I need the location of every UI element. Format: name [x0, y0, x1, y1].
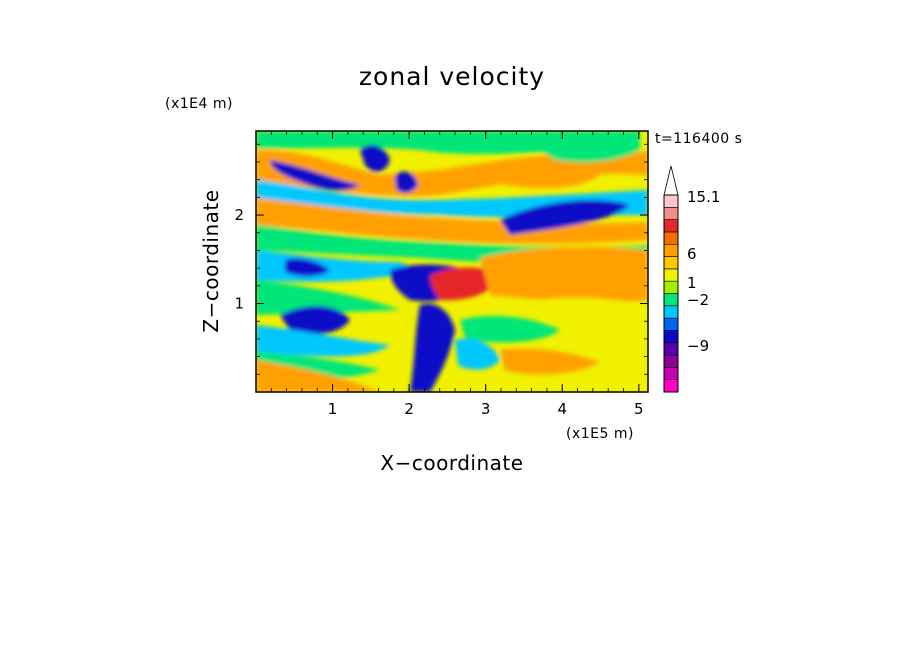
- band: [285, 258, 330, 277]
- y-axis-label: Z−coordinate: [199, 189, 223, 332]
- colorbar-swatch: [663, 194, 679, 208]
- band: [256, 280, 400, 315]
- colorbar-extend-arrow: [663, 165, 679, 196]
- x-tick-label: 3: [481, 400, 491, 418]
- band: [500, 348, 600, 375]
- band: [410, 303, 455, 392]
- band: [270, 160, 360, 191]
- band: [395, 171, 418, 193]
- band: [360, 144, 390, 172]
- colorbar-swatch: [663, 354, 679, 368]
- colorbar-swatch: [663, 280, 679, 294]
- colorbar-swatch: [663, 305, 679, 319]
- band: [430, 267, 500, 301]
- band: [500, 200, 630, 235]
- band: [500, 164, 600, 188]
- y-tick-label: 2: [234, 206, 244, 224]
- band: [256, 325, 390, 357]
- y-tick-label: 1: [234, 295, 244, 313]
- colorbar-swatch: [663, 256, 679, 270]
- colorbar-swatch: [663, 231, 679, 245]
- band: [455, 338, 500, 370]
- band: [540, 297, 648, 330]
- colorbar-swatch: [663, 379, 679, 393]
- time-label: t=116400 s: [655, 131, 742, 147]
- band: [280, 305, 350, 335]
- x-tick-label: 1: [328, 400, 338, 418]
- colorbar-swatch: [663, 317, 679, 331]
- x-scale-label: (x1E5 m): [566, 426, 634, 442]
- colorbar-swatch: [663, 293, 679, 307]
- colorbar-swatch: [663, 219, 679, 233]
- band: [460, 315, 560, 343]
- colorbar-swatch: [663, 207, 679, 220]
- band: [256, 131, 640, 155]
- x-tick-label: 2: [404, 400, 414, 418]
- band: [540, 144, 640, 163]
- colorbar-tick-label: 6: [687, 245, 697, 263]
- plot-frame: [255, 130, 649, 393]
- colorbar-frame: [663, 194, 679, 393]
- band: [256, 198, 648, 244]
- colorbar-swatch: [663, 330, 679, 344]
- contour-field: [256, 131, 648, 392]
- x-tick-label: 5: [634, 400, 644, 418]
- band: [480, 246, 648, 303]
- colorbar-swatch: [663, 243, 679, 257]
- colorbar-swatch: [663, 367, 679, 380]
- x-axis-ticks: 1 2 3 4 5: [270, 131, 644, 418]
- colorbar-tick-label: 15.1: [687, 188, 720, 206]
- colorbar-swatch: [663, 268, 679, 282]
- colorbar-tick-label: −9: [687, 337, 709, 355]
- y-scale-label: (x1E4 m): [165, 96, 233, 112]
- colorbar-tick-label: 1: [687, 274, 697, 292]
- y-axis-ticks: 12: [234, 143, 648, 375]
- x-tick-label: 4: [557, 400, 567, 418]
- colorbar: 15.1 6 1−2 −9: [663, 165, 720, 393]
- colorbar-swatch: [663, 342, 679, 356]
- x-axis-label: X−coordinate: [380, 451, 523, 475]
- chart-title: zonal velocity: [359, 62, 545, 91]
- band: [256, 360, 380, 392]
- contour-bands: [256, 131, 648, 392]
- colorbar-tick-label: −2: [687, 291, 709, 309]
